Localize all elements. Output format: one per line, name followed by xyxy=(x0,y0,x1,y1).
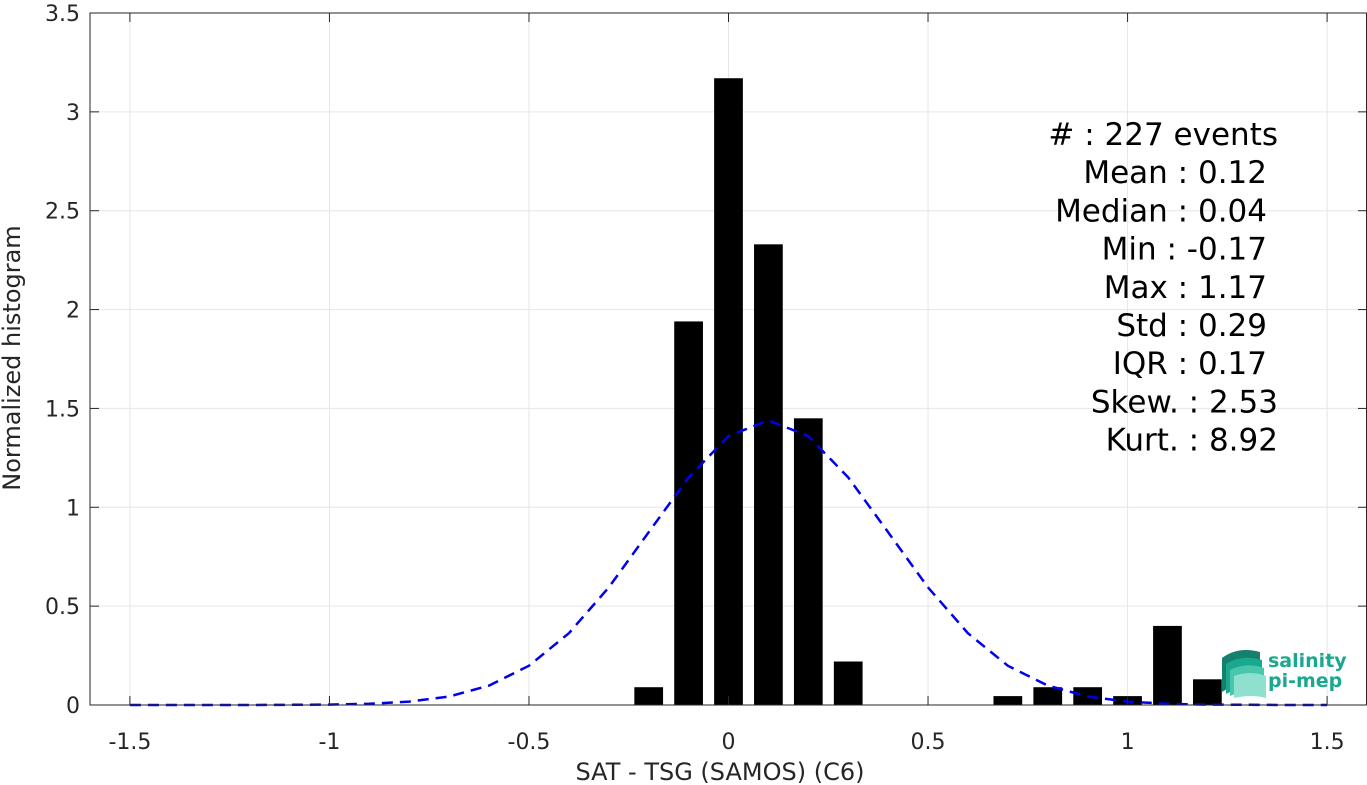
logo-wave-icon xyxy=(1222,650,1266,698)
axis-ticks xyxy=(90,12,1367,706)
y-tick-label: 1 xyxy=(66,496,80,521)
histogram-bar xyxy=(714,78,743,705)
y-axis-label: Normalized histogram xyxy=(0,225,26,490)
histogram-bars xyxy=(634,78,1222,705)
x-tick-label: 0 xyxy=(722,730,736,755)
y-tick-label: 1.5 xyxy=(45,397,80,422)
histogram-bar xyxy=(1033,687,1063,705)
y-tick-label: 2.5 xyxy=(45,200,80,225)
x-tick-label: -1 xyxy=(318,730,340,755)
x-tick-label: 0.5 xyxy=(911,730,946,755)
histogram-bar xyxy=(1153,625,1182,705)
logo-text-line2: pi-mep xyxy=(1268,670,1342,692)
x-tick-labels: -1.5 -1 -0.5 0 0.5 1 1.5 xyxy=(108,730,1344,755)
y-tick-label: 0 xyxy=(66,694,80,719)
stat-line: IQR : 0.17 xyxy=(1113,346,1267,382)
y-tick-label: 3.5 xyxy=(45,2,80,27)
x-tick-label: 1.5 xyxy=(1310,730,1345,755)
stat-line: Skew. : 2.53 xyxy=(1091,384,1278,420)
stat-line: Min : -0.17 xyxy=(1102,232,1267,268)
histogram-bar xyxy=(634,687,664,705)
histogram-bar xyxy=(674,321,703,705)
salinity-pi-mep-logo: salinity pi-mep xyxy=(1222,650,1347,698)
logo-text-line1: salinity xyxy=(1268,650,1347,672)
stat-line: Mean : 0.12 xyxy=(1083,155,1267,191)
y-tick-labels: 0 0.5 1 1.5 2 2.5 3 3.5 xyxy=(45,2,80,719)
stat-line: Std : 0.29 xyxy=(1116,308,1267,344)
y-tick-label: 2 xyxy=(66,299,80,324)
histogram-bar xyxy=(1193,679,1222,705)
histogram-bar xyxy=(833,661,863,705)
x-tick-label: -0.5 xyxy=(508,730,551,755)
histogram-bar xyxy=(793,418,823,705)
x-axis-label: SAT - TSG (SAMOS) (C6) xyxy=(576,758,865,785)
histogram-bar xyxy=(993,696,1023,705)
stat-line: # : 227 events xyxy=(1048,117,1278,153)
stat-line: Kurt. : 8.92 xyxy=(1106,423,1278,459)
histogram-bar xyxy=(754,244,783,705)
y-tick-label: 3 xyxy=(66,101,80,126)
x-tick-label: -1.5 xyxy=(108,730,151,755)
x-tick-label: 1 xyxy=(1121,730,1135,755)
stat-line: Median : 0.04 xyxy=(1055,193,1267,229)
stat-line: Max : 1.17 xyxy=(1104,270,1267,306)
y-tick-label: 0.5 xyxy=(45,595,80,620)
